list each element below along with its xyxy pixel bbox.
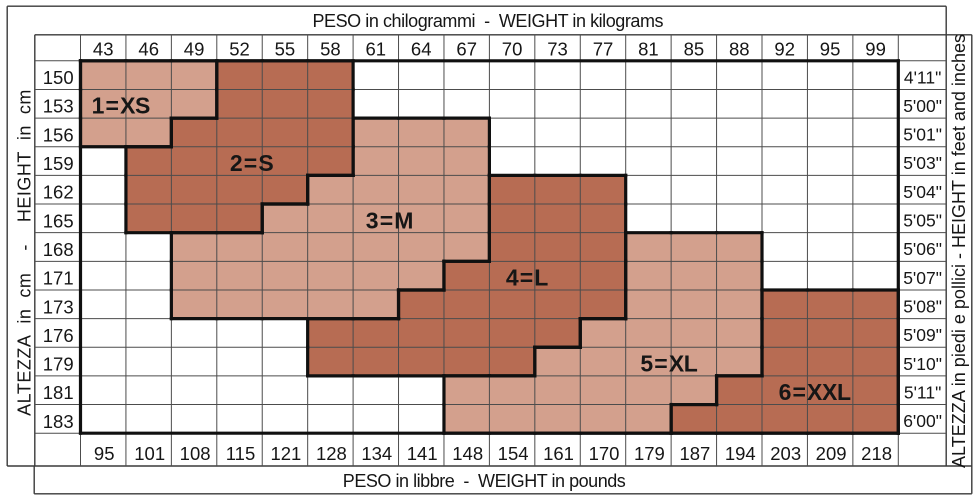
svg-text:5'03": 5'03" — [903, 153, 942, 173]
svg-text:181: 181 — [43, 382, 74, 403]
svg-text:108: 108 — [180, 443, 211, 464]
svg-text:168: 168 — [43, 239, 74, 260]
svg-text:170: 170 — [589, 443, 620, 464]
svg-text:67: 67 — [456, 39, 477, 60]
svg-text:179: 179 — [634, 443, 665, 464]
svg-text:171: 171 — [43, 268, 74, 289]
svg-text:5'00": 5'00" — [903, 96, 942, 116]
svg-text:101: 101 — [134, 443, 165, 464]
svg-text:115: 115 — [226, 443, 256, 464]
svg-text:156: 156 — [43, 124, 74, 145]
svg-text:159: 159 — [43, 153, 74, 174]
svg-text:150: 150 — [43, 67, 74, 88]
svg-text:2 = S: 2 = S — [230, 150, 273, 176]
svg-text:5'01": 5'01" — [903, 125, 942, 145]
svg-text:187: 187 — [679, 443, 710, 464]
svg-text:153: 153 — [43, 96, 74, 117]
svg-text:81: 81 — [638, 39, 659, 60]
svg-text:5 = XL: 5 = XL — [640, 351, 697, 377]
svg-text:61: 61 — [366, 39, 387, 60]
svg-text:77: 77 — [593, 39, 614, 60]
svg-text:49: 49 — [184, 39, 205, 60]
svg-text:194: 194 — [725, 443, 756, 464]
svg-text:154: 154 — [498, 443, 529, 464]
svg-text:134: 134 — [361, 443, 392, 464]
svg-text:173: 173 — [43, 296, 74, 317]
svg-text:PESO in chilogrammi - WEIGHT: PESO in chilogrammi - WEIGHT in kilogram… — [313, 11, 664, 31]
svg-text:209: 209 — [816, 443, 847, 464]
svg-text:183: 183 — [43, 411, 74, 432]
svg-text:58: 58 — [320, 39, 341, 60]
svg-text:4 = L: 4 = L — [506, 265, 548, 291]
svg-text:128: 128 — [316, 443, 347, 464]
svg-text:55: 55 — [275, 39, 296, 60]
svg-text:ALTEZZA in piedi e pollici - H: ALTEZZA in piedi e pollici - HEIGHT in f… — [949, 34, 969, 468]
svg-text:165: 165 — [43, 210, 74, 231]
svg-text:6 = XXL: 6 = XXL — [779, 379, 851, 405]
svg-text:5'05": 5'05" — [903, 211, 942, 231]
svg-text:95: 95 — [94, 443, 115, 464]
svg-text:99: 99 — [865, 39, 886, 60]
svg-text:6'00": 6'00" — [903, 411, 942, 431]
svg-text:70: 70 — [502, 39, 523, 60]
svg-text:5'09": 5'09" — [903, 325, 942, 345]
svg-text:203: 203 — [770, 443, 801, 464]
svg-text:4'11": 4'11" — [904, 67, 941, 87]
svg-text:162: 162 — [43, 182, 74, 203]
svg-text:73: 73 — [547, 39, 568, 60]
svg-text:46: 46 — [138, 39, 159, 60]
svg-text:PESO in libbre - WEIGHT in p: PESO in libbre - WEIGHT in pounds — [343, 471, 626, 491]
svg-text:92: 92 — [774, 39, 795, 60]
svg-text:5'10": 5'10" — [903, 354, 942, 374]
svg-text:52: 52 — [229, 39, 250, 60]
svg-text:5'11": 5'11" — [904, 382, 941, 402]
svg-text:1 = XS: 1 = XS — [92, 93, 150, 119]
svg-text:85: 85 — [684, 39, 705, 60]
svg-text:5'08": 5'08" — [903, 297, 942, 317]
svg-text:161: 161 — [543, 443, 574, 464]
svg-text:141: 141 — [407, 443, 438, 464]
svg-text:121: 121 — [270, 443, 301, 464]
svg-text:64: 64 — [411, 39, 432, 60]
svg-text:43: 43 — [93, 39, 114, 60]
svg-text:5'04": 5'04" — [903, 182, 942, 202]
svg-text:179: 179 — [43, 354, 74, 375]
svg-text:218: 218 — [861, 443, 892, 464]
svg-text:3 = M: 3 = M — [366, 207, 413, 233]
svg-text:5'07": 5'07" — [903, 268, 942, 288]
svg-text:88: 88 — [729, 39, 750, 60]
svg-text:148: 148 — [452, 443, 483, 464]
svg-text:ALTEZZA in cm - HEIGHT: ALTEZZA in cm - HEIGHT in cm — [14, 89, 34, 416]
svg-text:95: 95 — [820, 39, 841, 60]
svg-text:5'06": 5'06" — [903, 239, 942, 259]
svg-text:176: 176 — [43, 325, 74, 346]
